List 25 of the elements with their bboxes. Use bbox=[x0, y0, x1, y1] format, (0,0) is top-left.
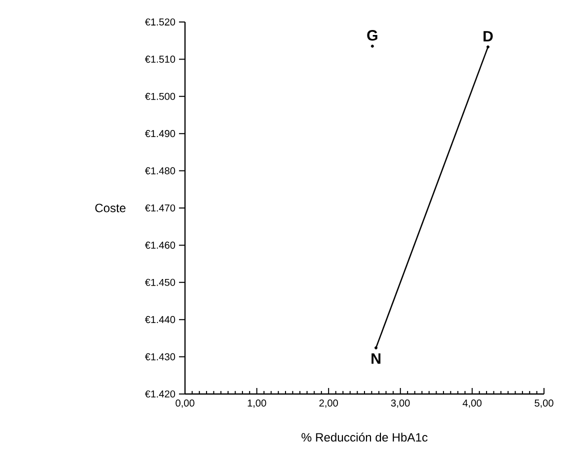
y-tick-label: €1.440 bbox=[144, 316, 176, 324]
y-tick-label: €1.460 bbox=[144, 242, 176, 249]
x-axis-title: % Reducción de HbA1c bbox=[302, 432, 428, 442]
annotation: D bbox=[484, 31, 493, 42]
y-tick-label: €1.480 bbox=[144, 167, 176, 174]
y-tick-label: €1.510 bbox=[144, 56, 176, 63]
y-tick-label: €1.520 bbox=[144, 18, 176, 26]
x-tick-label: 2,00 bbox=[319, 400, 338, 408]
y-tick-label: €1.490 bbox=[144, 130, 176, 138]
x-tick-label: 4,00 bbox=[462, 400, 482, 408]
y-tick-label: €1.500 bbox=[144, 92, 176, 100]
point bbox=[486, 45, 490, 48]
x-tick-label: 1,00 bbox=[248, 400, 266, 408]
x-tick-label: 0,00 bbox=[176, 400, 194, 408]
annotation: N bbox=[372, 353, 380, 364]
x-tick-label: 5,00 bbox=[534, 400, 554, 408]
y-tick-label: €1.420 bbox=[144, 390, 176, 398]
y-tick-label: €1.450 bbox=[144, 278, 176, 286]
y-tick-label: €1.430 bbox=[144, 353, 176, 360]
y-axis-title: Coste bbox=[95, 204, 126, 212]
point bbox=[374, 346, 378, 350]
point bbox=[370, 44, 374, 48]
annotation: G bbox=[367, 30, 378, 41]
y-tick-label: €1.470 bbox=[144, 204, 176, 212]
x-tick-label: 3,00 bbox=[391, 400, 410, 408]
